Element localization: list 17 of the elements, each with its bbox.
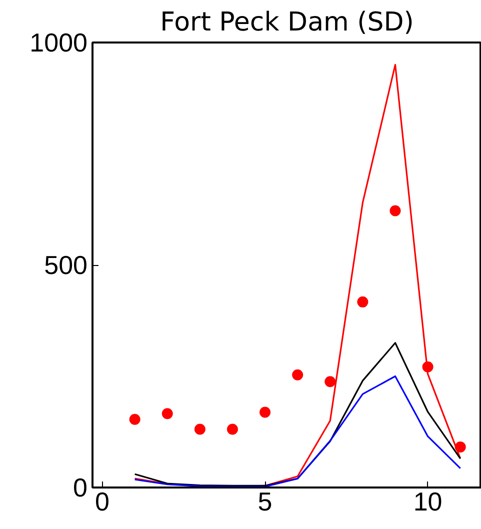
point (226, 424, 238, 435)
point (260, 406, 271, 418)
line-series (134, 375, 462, 488)
point (129, 414, 140, 425)
point (390, 205, 401, 216)
x-tick-label: 0 (95, 486, 110, 516)
point (357, 296, 368, 308)
point (454, 442, 466, 452)
x-tick-label: 5 (258, 486, 272, 516)
point (324, 376, 336, 388)
point (194, 424, 206, 435)
y-tick-label: 1000 (30, 28, 88, 58)
point (292, 369, 304, 380)
y-tick-label: 500 (44, 250, 88, 280)
chart-title: Fort Peck Dam (SD) (160, 8, 414, 38)
point (162, 408, 173, 420)
x-tick-label: 10 (413, 486, 442, 516)
